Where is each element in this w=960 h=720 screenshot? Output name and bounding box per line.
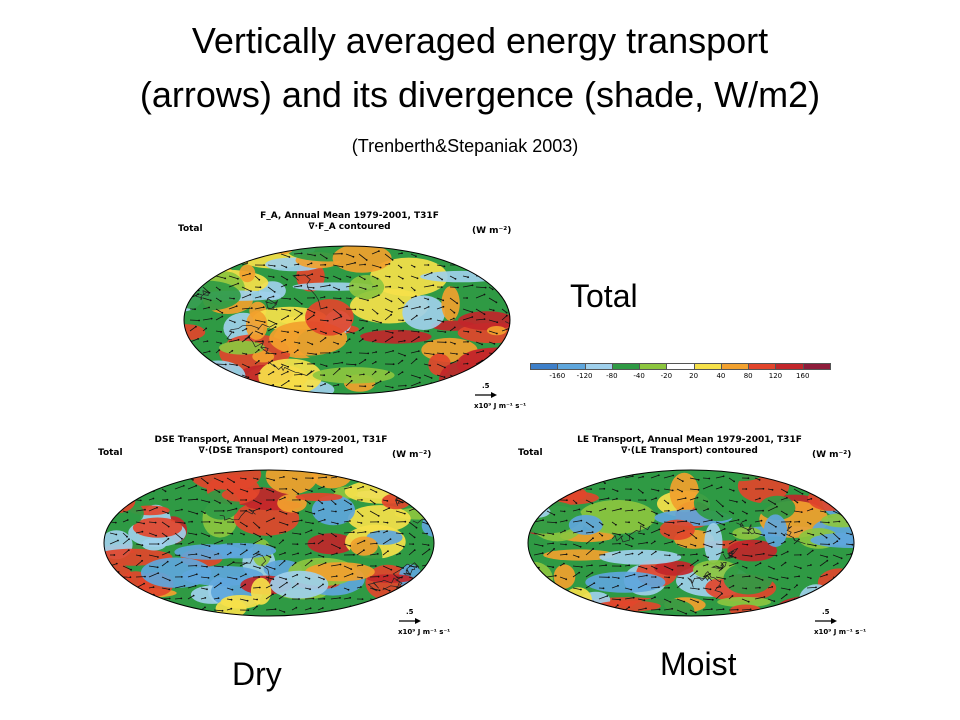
map-outline [183, 245, 511, 395]
colorbar-swatch [639, 363, 668, 370]
scale-arrow-icon [475, 392, 497, 398]
panel-units: (W m⁻²) [812, 450, 852, 460]
colorbar-tick-label: 80 [743, 372, 753, 380]
scale-value: .5 [822, 608, 830, 616]
panel-units: (W m⁻²) [472, 226, 512, 236]
colorbar-swatch [802, 363, 831, 370]
scale-units: x10⁹ J m⁻¹ s⁻¹ [474, 402, 527, 410]
colorbar-swatch [720, 363, 750, 370]
panel-subtitle: ∇·(LE Transport) contoured [621, 446, 758, 456]
panel-title: LE Transport, Annual Mean 1979-2001, T31… [577, 435, 802, 445]
colorbar: -160 -120 -80 -40 -20 20 40 80 120 160 [530, 363, 832, 387]
colorbar-swatch [775, 363, 804, 370]
scale-units: x10⁹ J m⁻¹ s⁻¹ [814, 628, 867, 636]
panel-title: DSE Transport, Annual Mean 1979-2001, T3… [154, 435, 388, 445]
panel-units: (W m⁻²) [392, 450, 432, 460]
map-outline [103, 469, 435, 617]
colorbar-swatch [611, 363, 641, 370]
colorbar-tick-label: 40 [716, 372, 726, 380]
colorbar-tick-label: -120 [576, 372, 593, 380]
map-outline [527, 469, 855, 617]
slide-title-line-1: Vertically averaged energy transport [191, 20, 769, 61]
colorbar-tick-label: -160 [549, 372, 566, 380]
dry-transport-map-panel: DSE Transport, Annual Mean 1979-2001, T3… [92, 432, 450, 642]
scale-value: .5 [482, 382, 490, 390]
panel-subtitle: ∇·F_A contoured [308, 222, 391, 232]
colorbar-swatch [557, 363, 586, 370]
panel-corner-label: Total [178, 224, 203, 234]
label-dry: Dry [232, 656, 282, 692]
scale-arrow-icon [815, 618, 837, 624]
colorbar-tick-label: -20 [660, 372, 673, 380]
panel-corner-label: Total [98, 448, 123, 458]
citation: (Trenberth&Stepaniak 2003) [351, 136, 579, 156]
colorbar-tick-label: 120 [768, 372, 783, 380]
panel-subtitle: ∇·(DSE Transport) contoured [198, 446, 344, 456]
colorbar-tick-label: -80 [606, 372, 618, 380]
colorbar-swatch [693, 363, 722, 370]
colorbar-swatch [748, 363, 777, 370]
scale-value: .5 [406, 608, 414, 616]
colorbar-swatch [530, 363, 559, 370]
colorbar-swatch [666, 363, 695, 370]
total-transport-map-panel: F_A, Annual Mean 1979-2001, T31F ∇·F_A c… [172, 208, 527, 413]
label-moist: Moist [660, 646, 737, 682]
map-shading [104, 470, 434, 616]
colorbar-tick-label: 160 [796, 372, 810, 380]
map-shading [528, 470, 854, 616]
dry-divergence-map [103, 469, 435, 617]
label-total: Total [570, 278, 638, 314]
scale-arrow-icon [399, 618, 421, 624]
colorbar-tick-label: -40 [633, 372, 645, 380]
colorbar-swatch [584, 363, 613, 370]
moist-transport-map-panel: LE Transport, Annual Mean 1979-2001, T31… [512, 432, 867, 642]
panel-title: F_A, Annual Mean 1979-2001, T31F [260, 211, 439, 221]
moist-divergence-map [527, 469, 855, 617]
slide-title-line-2: (arrows) and its divergence (shade, W/m2… [139, 74, 821, 115]
panel-corner-label: Total [518, 448, 543, 458]
map-shading [184, 246, 510, 394]
scale-units: x10⁹ J m⁻¹ s⁻¹ [398, 628, 451, 636]
colorbar-tick-label: 20 [689, 372, 699, 380]
total-divergence-map [183, 245, 511, 395]
